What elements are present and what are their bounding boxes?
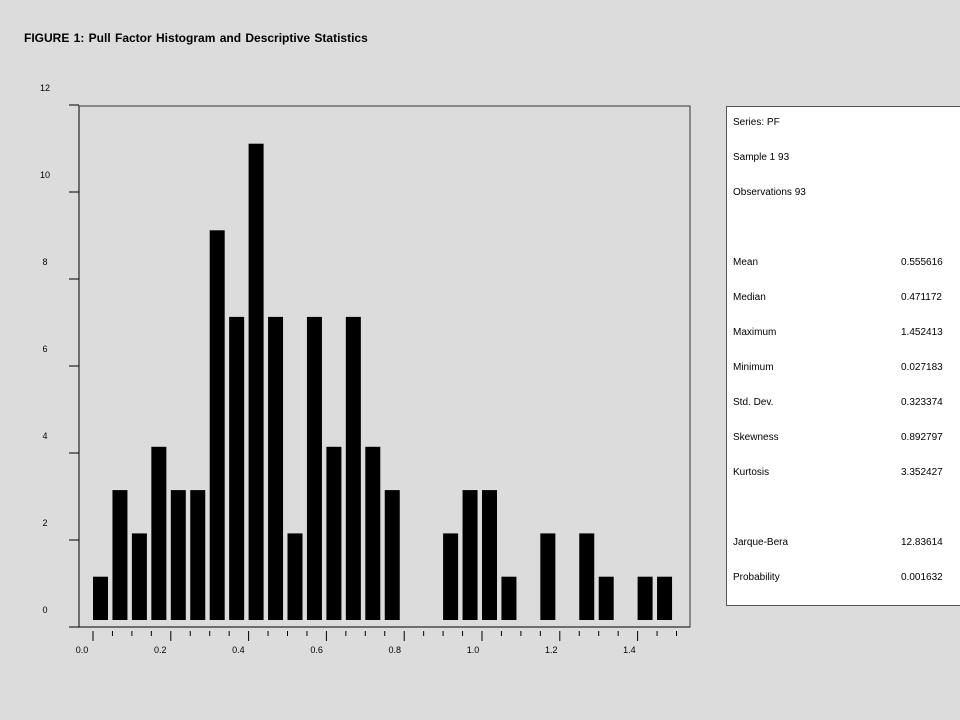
histogram-bar [229, 316, 245, 620]
y-tick-label: 0 [42, 605, 47, 615]
histogram-bar [443, 533, 459, 620]
figure-title: FIGURE 1: Pull Factor Histogram and Desc… [24, 31, 368, 45]
histogram-bar [190, 490, 206, 620]
x-axis: 0.0 0.2 0.4 0.6 0.8 1.0 1.2 1.4 [76, 626, 690, 655]
stat-value: 0.555616 [901, 257, 943, 268]
stat-value: 3.352427 [901, 467, 943, 478]
stat-value: 0.027183 [901, 362, 943, 373]
histogram-bar [365, 446, 381, 620]
stat-label: Kurtosis [733, 467, 770, 478]
histogram-bar [384, 490, 400, 620]
plot-area [78, 105, 691, 628]
stat-value: 0.471172 [901, 292, 942, 303]
stat-value: 0.892797 [901, 432, 943, 443]
histogram-bar [326, 446, 342, 620]
y-tick-label: 4 [42, 431, 47, 441]
histogram-bar [112, 490, 128, 620]
bars-group [93, 143, 673, 621]
x-tick-label: 1.2 [545, 645, 558, 655]
histogram-bar [657, 576, 673, 620]
x-tick-label: 1.4 [623, 645, 636, 655]
histogram-bar [248, 143, 264, 620]
stat-label: Skewness [733, 432, 779, 443]
histogram-bar [579, 533, 595, 620]
histogram-bar [287, 533, 303, 620]
histogram-bar [93, 576, 108, 620]
x-tick-label: 0.2 [154, 645, 167, 655]
histogram-bar [482, 490, 497, 620]
histogram-bar [268, 316, 284, 620]
stat-value: 0.001632 [901, 572, 943, 583]
histogram-bar [501, 576, 517, 620]
stats-series: Series: PF [733, 117, 780, 128]
x-tick-label: 1.0 [467, 645, 480, 655]
stat-label: Minimum [733, 362, 774, 373]
y-axis: 0 2 4 6 8 10 12 [40, 83, 80, 628]
histogram-bar [345, 316, 361, 620]
stats-observations: Observations 93 [733, 187, 806, 198]
y-tick-label: 10 [40, 170, 50, 180]
stat-value: 12.83614 [901, 537, 943, 548]
histogram-bar [151, 446, 167, 620]
histogram-bar [306, 316, 322, 620]
x-tick-label: 0.4 [232, 645, 245, 655]
histogram-bar [170, 490, 186, 620]
y-tick-label: 6 [42, 344, 47, 354]
stat-label: Median [733, 292, 766, 303]
stat-label: Std. Dev. [733, 397, 774, 408]
histogram-chart: 0 2 4 6 8 10 12 0.0 0.2 0.4 0.6 0.8 1.0 1.2 1.4 [40, 83, 691, 655]
y-tick-label: 2 [42, 518, 47, 528]
stats-sample: Sample 1 93 [733, 152, 790, 163]
x-tick-label: 0.8 [389, 645, 402, 655]
stat-label: Probability [733, 572, 780, 583]
x-tick-label: 0.0 [76, 645, 89, 655]
stat-label: Jarque-Bera [733, 537, 789, 548]
histogram-bar [598, 576, 614, 620]
stat-label: Mean [733, 257, 759, 268]
stat-label: Maximum [733, 327, 777, 338]
stat-value: 0.323374 [901, 397, 943, 408]
y-tick-label: 8 [42, 257, 47, 267]
stat-value: 1.452413 [901, 327, 943, 338]
y-tick-label: 12 [40, 83, 50, 93]
descriptive-stats-panel: Series: PF Sample 1 93 Observations 93 M… [726, 106, 960, 606]
histogram-bar [637, 576, 653, 620]
histogram-bar [209, 230, 225, 621]
histogram-bar [462, 490, 478, 620]
histogram-bar [540, 533, 556, 620]
x-tick-label: 0.6 [310, 645, 323, 655]
histogram-bar [131, 533, 147, 620]
